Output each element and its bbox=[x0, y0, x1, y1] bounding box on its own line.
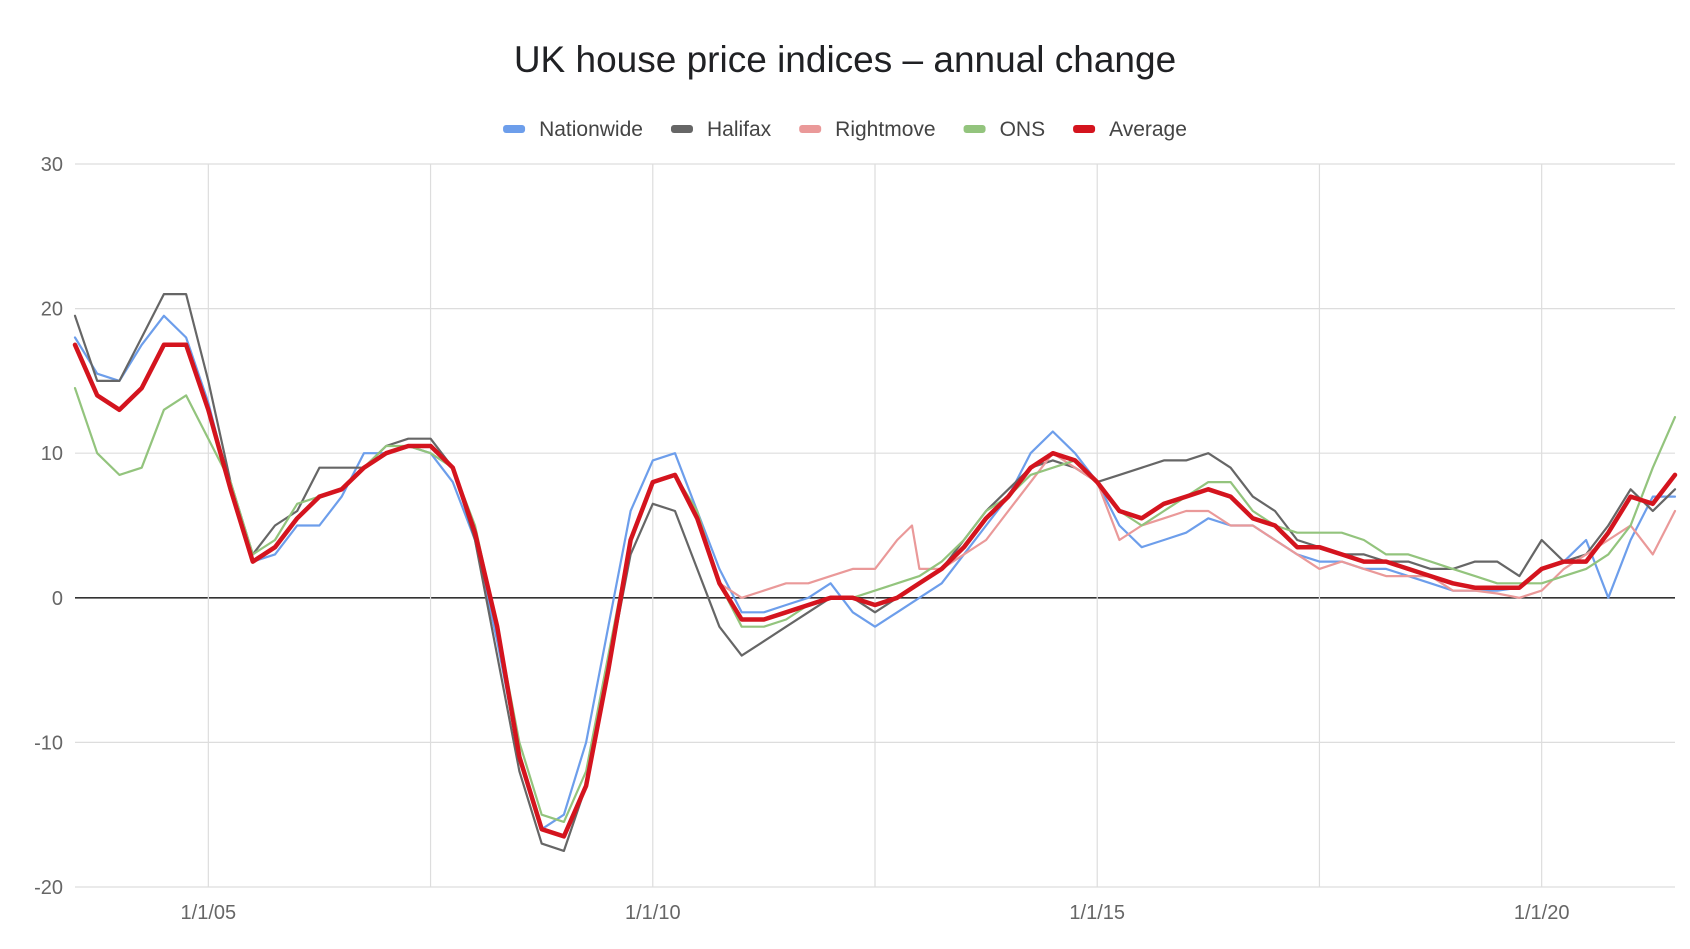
y-tick-label: -20 bbox=[34, 877, 63, 899]
legend-swatch-average bbox=[1073, 125, 1096, 133]
y-axis-ticks: 30 20 10 0 -10 -20 bbox=[34, 154, 63, 899]
legend-swatch-rightmove bbox=[799, 125, 822, 133]
series-line-halifax bbox=[73, 293, 1677, 852]
y-tick-label: 20 bbox=[41, 299, 63, 321]
legend-swatch-nationwide bbox=[503, 125, 526, 133]
legend-swatch-ons bbox=[963, 125, 986, 133]
gridlines bbox=[75, 163, 1675, 888]
legend-label: Nationwide bbox=[539, 118, 643, 141]
legend: Nationwide Halifax Rightmove ONS Average bbox=[503, 118, 1187, 141]
legend-label: Rightmove bbox=[835, 118, 935, 141]
legend-label: ONS bbox=[1000, 118, 1046, 141]
y-tick-label: 30 bbox=[41, 154, 63, 176]
chart-title: UK house price indices – annual change bbox=[514, 39, 1176, 80]
x-tick-label: 1/1/05 bbox=[181, 902, 237, 924]
legend-label: Average bbox=[1109, 118, 1187, 141]
x-axis-ticks: 1/1/05 1/1/10 1/1/15 1/1/20 bbox=[181, 902, 1570, 924]
y-tick-label: -10 bbox=[34, 732, 63, 754]
series-line-rightmove bbox=[718, 452, 1677, 599]
series-line-average bbox=[72, 342, 1678, 839]
y-tick-label: 0 bbox=[52, 588, 63, 610]
legend-swatch-halifax bbox=[670, 125, 693, 133]
x-tick-label: 1/1/20 bbox=[1514, 902, 1570, 924]
x-tick-label: 1/1/15 bbox=[1069, 902, 1125, 924]
y-tick-label: 10 bbox=[41, 443, 63, 465]
legend-label: Halifax bbox=[707, 118, 772, 141]
series-lines bbox=[72, 293, 1678, 852]
x-tick-label: 1/1/10 bbox=[625, 902, 681, 924]
